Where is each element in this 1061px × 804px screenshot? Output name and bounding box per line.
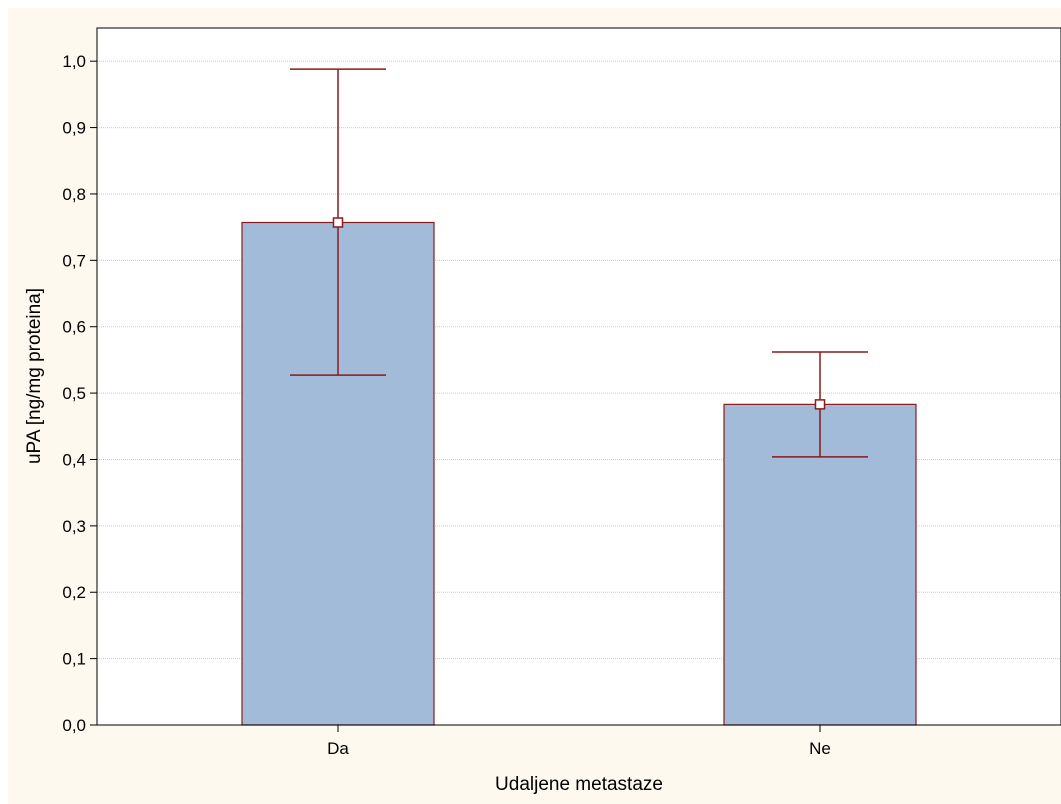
y-tick-label: 0,1 [62, 650, 86, 669]
mean-point [332, 217, 344, 228]
y-tick-label: 0,3 [62, 517, 86, 536]
y-tick-label: 1,0 [62, 52, 86, 71]
bar [723, 403, 917, 726]
x-axis-ticks: Da Ne [327, 725, 831, 758]
y-tick-label: 0,0 [62, 716, 86, 735]
plot-frame [96, 27, 1061, 726]
y-tick-label: 0,4 [62, 450, 86, 469]
y-tick-label: 0,9 [62, 119, 86, 138]
y-tick-label: 0,2 [62, 583, 86, 602]
x-tick-label: Ne [809, 739, 831, 758]
y-tick-label: 0,6 [62, 318, 86, 337]
x-tick-label: Da [327, 739, 349, 758]
y-axis-title: uPA [ng/mg proteina] [24, 288, 45, 464]
mean-point [814, 399, 826, 410]
error-bars [290, 68, 868, 458]
bars [241, 221, 917, 726]
y-tick-label: 0,8 [62, 185, 86, 204]
y-tick-label: 0,7 [62, 251, 86, 270]
y-tick-label: 0,5 [62, 384, 86, 403]
x-axis-title: Udaljene metastaze [495, 774, 663, 795]
y-axis-ticks: 0,0 0,1 0,2 0,3 0,4 0,5 0,6 0,7 0,8 0,9 1,0 [62, 52, 97, 735]
